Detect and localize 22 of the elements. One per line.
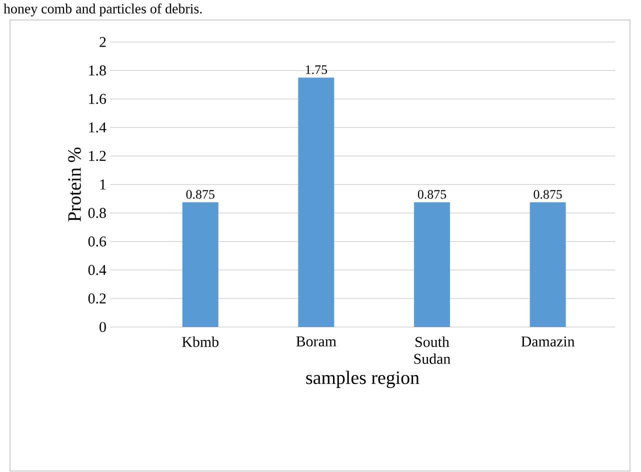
y-tick-label: 0.2 bbox=[88, 293, 106, 304]
y-tick-label: 0.8 bbox=[88, 208, 106, 218]
y-tick-label: 1.2 bbox=[89, 150, 106, 162]
x-tick-label: South Sudan bbox=[414, 336, 450, 364]
x-axis-title: samples region bbox=[306, 370, 420, 388]
data-label: 1.75 bbox=[306, 65, 328, 74]
y-tick-label: 0.6 bbox=[88, 236, 106, 247]
y-tick-label: 0 bbox=[100, 322, 106, 332]
data-label: 0.875 bbox=[534, 190, 562, 199]
x-tick-label: Boram bbox=[296, 336, 336, 346]
text: honey comb and particles of debris. bbox=[4, 3, 202, 16]
y-tick-label: 0.4 bbox=[88, 264, 106, 276]
y-tick-label: 1.6 bbox=[89, 94, 106, 104]
x-tick-label: Kbmb bbox=[182, 336, 218, 348]
x-tick-label: Damazin bbox=[521, 336, 575, 347]
y-tick-label: 1.8 bbox=[89, 65, 106, 76]
y-tick-label: 1.4 bbox=[89, 122, 106, 133]
y-axis-title: Protein % bbox=[68, 148, 81, 222]
data-label: 0.875 bbox=[418, 190, 446, 199]
y-tick-label: 2 bbox=[100, 37, 106, 47]
data-label: 0.875 bbox=[186, 190, 214, 199]
y-tick-label: 1 bbox=[100, 180, 106, 190]
